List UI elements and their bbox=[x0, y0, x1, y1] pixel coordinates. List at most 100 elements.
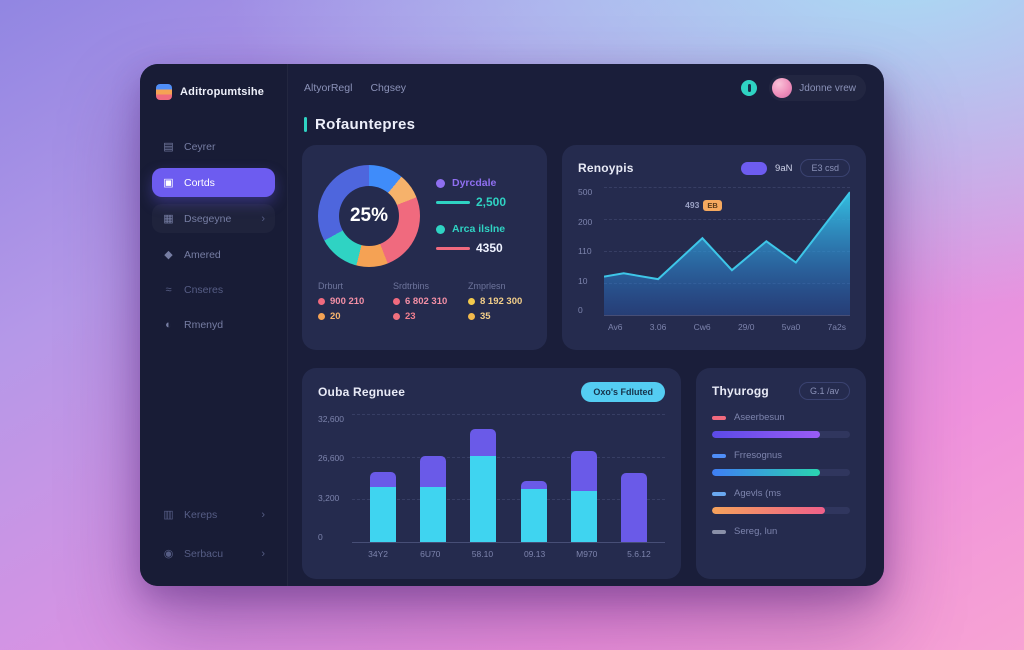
donut-center-value: 25% bbox=[349, 205, 389, 226]
card-header: Ouba Regnuee Oxo's Fdluted bbox=[318, 382, 665, 402]
axis-tick-label: 3.06 bbox=[649, 322, 667, 332]
bar bbox=[470, 429, 497, 542]
stat-column: Zmprlesn 8 192 300 35 bbox=[468, 281, 531, 322]
bar-column bbox=[458, 414, 508, 542]
dash-icon bbox=[712, 529, 726, 534]
progress-track bbox=[712, 507, 850, 514]
legend-item: Arca ilslne 4350 bbox=[436, 223, 531, 255]
bar-segment-top bbox=[570, 451, 597, 491]
bar bbox=[620, 472, 647, 542]
bar-column bbox=[559, 414, 609, 542]
bar-column bbox=[609, 414, 659, 542]
stat-dot bbox=[393, 313, 400, 320]
progress-item: Aseerbesun bbox=[712, 412, 850, 438]
sidebar-item-label: Rmenyd bbox=[184, 319, 224, 331]
sidebar-item-1[interactable]: ▤ Ceyrer bbox=[152, 132, 275, 161]
bar bbox=[420, 456, 447, 542]
dashboard-window: Aditropumtsihe ▤ Ceyrer ▣ Cortds ▦ Dsege… bbox=[140, 64, 884, 586]
sidebar-item-3[interactable]: ▦ Dsegeyne › bbox=[152, 204, 275, 233]
axis-tick-label: 6U70 bbox=[420, 549, 441, 559]
axis-tick-label: Cw6 bbox=[693, 322, 711, 332]
stat-title: Zmprlesn bbox=[468, 281, 506, 291]
chart-icon: ▣ bbox=[163, 177, 174, 189]
card-header: Thyurogg G.1 /av bbox=[712, 382, 850, 400]
card-title: Ouba Regnuee bbox=[318, 385, 406, 399]
legend-line bbox=[436, 246, 470, 250]
user-name: Jdonne vrew bbox=[799, 82, 856, 94]
sidebar-item-label: Dsegeyne bbox=[184, 212, 232, 225]
filter-button[interactable]: Oxo's Fdluted bbox=[581, 382, 665, 402]
progress-card: Thyurogg G.1 /av Aseerbesun Frresogn bbox=[696, 368, 866, 579]
bar bbox=[370, 471, 397, 542]
dash-icon bbox=[712, 415, 726, 420]
progress-label: Aseerbesun bbox=[734, 412, 785, 423]
main-content: AltyorRegl Chgsey Jdonne vrew Rofauntepr… bbox=[288, 64, 884, 586]
sidebar-item-6[interactable]: ◐ Rmenyd bbox=[152, 311, 275, 339]
legend-item: Dyrcdale 2,500 bbox=[436, 177, 531, 209]
legend-dot bbox=[436, 178, 445, 188]
notification-icon[interactable] bbox=[741, 80, 758, 96]
donut-legend: Dyrcdale 2,500 Arca ilslne bbox=[436, 177, 531, 255]
stat-row: 900 210 bbox=[318, 296, 381, 307]
toggle-label: 9aN bbox=[775, 162, 793, 174]
legend-label: Arca ilslne bbox=[452, 223, 506, 235]
bar-segment-top bbox=[370, 471, 397, 488]
stat-title: Drburt bbox=[318, 281, 344, 291]
bar-segment-bottom bbox=[420, 487, 447, 542]
sidebar-item-2-active[interactable]: ▣ Cortds bbox=[152, 168, 275, 197]
sidebar-item-5[interactable]: ≈ Cnseres bbox=[152, 276, 275, 304]
chevron-right-icon: › bbox=[261, 547, 265, 560]
axis-tick-label: 26,600 bbox=[318, 453, 344, 464]
axis-tick-label: M970 bbox=[576, 549, 598, 559]
logo-icon bbox=[156, 84, 172, 100]
progress-fill bbox=[712, 507, 826, 514]
avatar bbox=[772, 78, 793, 98]
sidebar-footer-item-1[interactable]: ▥ Kereps › bbox=[152, 500, 275, 529]
chevron-right-icon: › bbox=[261, 212, 265, 225]
stat-dot bbox=[393, 298, 400, 305]
bar-segment-bottom bbox=[520, 489, 547, 542]
card-title: Thyurogg bbox=[712, 384, 769, 398]
chevron-right-icon: › bbox=[261, 508, 265, 521]
user-menu[interactable]: Jdonne vrew bbox=[769, 75, 866, 101]
tab-2[interactable]: Chgsey bbox=[370, 82, 407, 94]
progress-track bbox=[712, 431, 850, 438]
progress-fill bbox=[712, 431, 820, 438]
stat-row: 35 bbox=[468, 311, 531, 322]
folder-icon: ▥ bbox=[163, 509, 174, 521]
app-logo: Aditropumtsihe bbox=[152, 84, 275, 100]
stat-row: 6 802 310 bbox=[393, 296, 456, 307]
bar bbox=[520, 480, 547, 542]
title-accent-bar bbox=[304, 117, 307, 132]
stat-value: 35 bbox=[480, 311, 491, 322]
progress-fill bbox=[712, 469, 820, 476]
axis-tick-label: 58.10 bbox=[471, 549, 494, 559]
bar-chart-card: Ouba Regnuee Oxo's Fdluted 32,600 26,600 3… bbox=[302, 368, 681, 579]
bar-x-axis: 34Y2 6U70 58.10 09.13 M970 5.6.12 bbox=[318, 549, 665, 559]
bar-segment-bottom bbox=[570, 490, 597, 542]
average-badge[interactable]: G.1 /av bbox=[798, 382, 850, 400]
stat-dot bbox=[468, 298, 475, 305]
progress-item: Frresognus bbox=[712, 450, 850, 476]
sidebar-item-label: Kereps bbox=[184, 508, 218, 521]
dash-icon bbox=[712, 453, 726, 458]
annotation-badge: EB bbox=[703, 199, 722, 211]
top-tabs: AltyorRegl Chgsey bbox=[302, 82, 406, 94]
bar bbox=[570, 451, 597, 542]
axis-tick-label: 200 bbox=[578, 216, 593, 227]
legend-line bbox=[436, 200, 470, 204]
progress-track bbox=[712, 469, 850, 476]
bar-column bbox=[358, 414, 408, 542]
target-icon: ◉ bbox=[163, 548, 174, 560]
toggle-pill[interactable] bbox=[741, 161, 768, 175]
panel-icon: ▦ bbox=[163, 213, 174, 225]
stat-value: 23 bbox=[405, 311, 416, 322]
bar-segment-bottom bbox=[370, 487, 397, 542]
range-select-button[interactable]: E3 csd bbox=[800, 159, 850, 177]
chart-annotation: 493 EB bbox=[685, 199, 722, 211]
bar-segment-bottom bbox=[470, 456, 497, 542]
legend-dot bbox=[436, 224, 445, 234]
sidebar-item-4[interactable]: ◆ Amered bbox=[152, 240, 275, 269]
sidebar-footer-item-2[interactable]: ◉ Serbacu › bbox=[152, 539, 275, 568]
tab-1[interactable]: AltyorRegl bbox=[304, 82, 353, 94]
